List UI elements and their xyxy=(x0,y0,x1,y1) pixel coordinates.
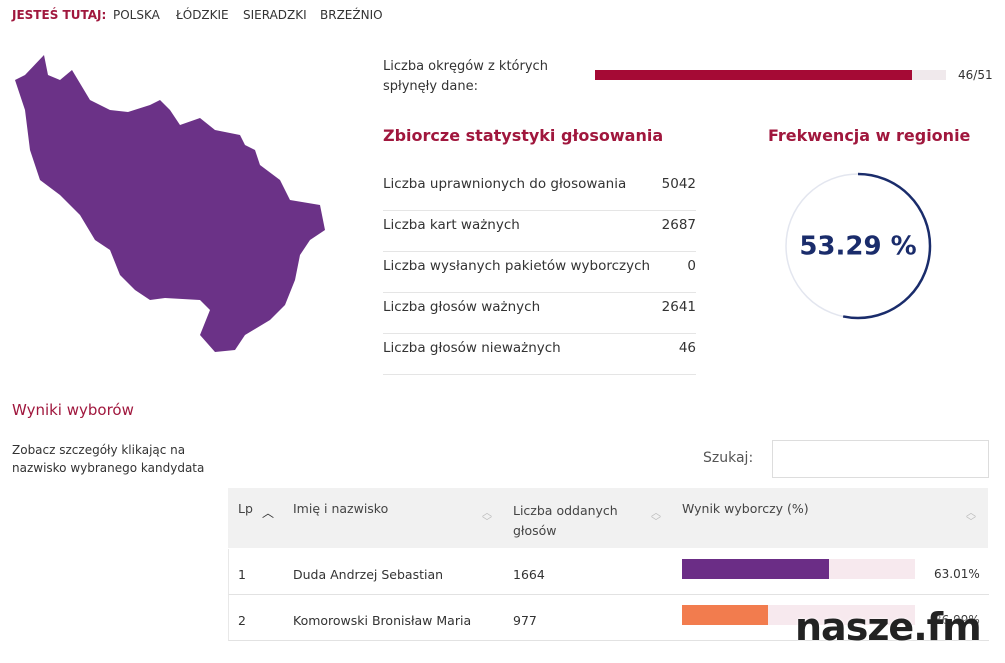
separator xyxy=(383,292,696,293)
results-hint: Zobacz szczegóły klikając na nazwisko wy… xyxy=(12,443,205,475)
column-header[interactable]: Liczba oddanych głosów xyxy=(513,503,618,538)
search-label: Szukaj: xyxy=(703,450,754,466)
table-row xyxy=(228,595,989,641)
sort-icon: ︿ xyxy=(262,506,275,520)
candidate-name[interactable]: Komorowski Bronisław Maria xyxy=(293,613,472,628)
stat-label: Liczba kart ważnych xyxy=(383,217,520,233)
stat-label: Liczba wysłanych pakietów wyborczych xyxy=(383,258,651,274)
cell-lp: 2 xyxy=(238,613,246,628)
sort-icon: ︿ ﹀ xyxy=(651,508,661,528)
column-header[interactable]: Wynik wyborczy (%) xyxy=(682,501,809,516)
result-track xyxy=(682,605,915,625)
separator xyxy=(383,251,696,252)
table-header xyxy=(228,488,988,548)
breadcrumb-link[interactable]: ŁÓDZKIE xyxy=(176,8,229,22)
search-input[interactable] xyxy=(772,440,989,478)
cell-lp: 1 xyxy=(238,567,246,582)
turnout-title: Frekwencja w regionie xyxy=(768,126,971,145)
progress-track xyxy=(595,70,946,80)
stat-value: 2687 xyxy=(661,217,696,233)
stat-label: Liczba głosów nieważnych xyxy=(383,340,561,356)
results-title: Wyniki wyborów xyxy=(12,401,134,419)
stat-value: 2641 xyxy=(661,299,696,315)
candidate-name[interactable]: Duda Andrzej Sebastian xyxy=(293,567,444,582)
turnout-arc xyxy=(784,172,932,320)
breadcrumb-link[interactable]: SIERADZKI xyxy=(243,8,307,22)
cell-votes: 977 xyxy=(513,613,537,628)
progress-value: 46/51 xyxy=(958,68,993,82)
region-map xyxy=(15,55,325,352)
result-bar xyxy=(682,559,829,579)
result-track xyxy=(682,559,915,579)
separator xyxy=(383,210,696,211)
progress-bar xyxy=(595,70,912,80)
breadcrumb-link[interactable]: POLSKA xyxy=(113,8,160,22)
breadcrumb-label: JESTEŚ TUTAJ: xyxy=(12,8,107,22)
stat-label: Liczba głosów ważnych xyxy=(383,299,541,315)
stat-value: 0 xyxy=(687,258,696,274)
sort-icon: ︿ ﹀ xyxy=(482,508,492,528)
cell-votes: 1664 xyxy=(513,567,545,582)
separator xyxy=(383,374,696,375)
stats-title: Zbiorcze statystyki głosowania xyxy=(383,126,664,145)
turnout-value: 53.29 % xyxy=(799,232,916,262)
table-row xyxy=(228,549,989,595)
sort-icon: ︿ ﹀ xyxy=(966,508,976,528)
watermark: nasze.fm xyxy=(795,605,982,649)
stat-value: 46 xyxy=(678,340,696,356)
breadcrumb-link[interactable]: BRZEŹNIO xyxy=(320,8,383,22)
column-header[interactable]: Imię i nazwisko xyxy=(293,501,389,516)
stat-label: Liczba uprawnionych do głosowania xyxy=(383,176,627,192)
result-percent: 63.01% xyxy=(934,567,980,581)
turnout-gauge: 53.29 % xyxy=(784,172,932,320)
column-header[interactable]: Lp xyxy=(238,501,253,516)
progress-label: Liczba okręgów z których spłynęły dane: xyxy=(383,59,548,94)
result-bar xyxy=(682,605,769,625)
result-percent: 36.99% xyxy=(934,613,980,627)
separator xyxy=(383,333,696,334)
stat-value: 5042 xyxy=(661,176,696,192)
